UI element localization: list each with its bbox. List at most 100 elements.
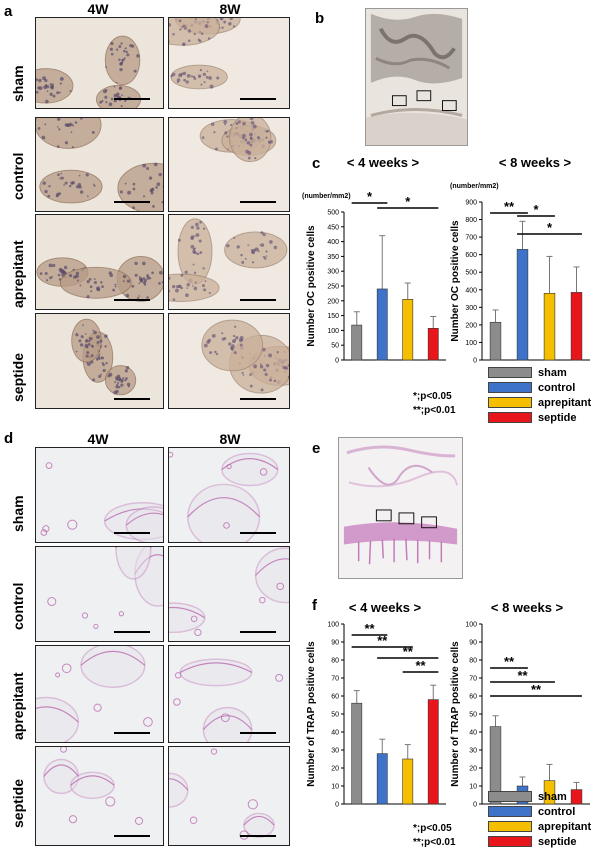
legend-item-sham-f: sham xyxy=(488,789,591,804)
micrograph-d-8w-sham xyxy=(168,447,290,543)
significance-mark: ** xyxy=(415,658,426,673)
significance-mark: * xyxy=(533,202,539,217)
row-label-sham-a: sham xyxy=(10,65,26,102)
sig-p05-c: *;p<0.05 xyxy=(413,391,452,402)
y-tick-label: 100 xyxy=(465,340,477,347)
micrograph-d-8w-control xyxy=(168,546,290,642)
y-tick-label: 80 xyxy=(331,658,339,665)
scale-bar xyxy=(114,532,150,534)
scale-bar xyxy=(240,835,276,837)
y-tick-label: 60 xyxy=(331,694,339,701)
chart-c1-title: < 4 weeks > xyxy=(346,155,420,170)
scale-bar xyxy=(240,299,276,301)
legend-item-septide-f: septide xyxy=(488,834,591,849)
row-label-control-d: control xyxy=(10,582,26,630)
bar-aprepitant xyxy=(402,758,414,805)
chart-c2: (number/mm2) Number OC positive cells 0 100… xyxy=(450,183,590,365)
micrograph-a-8w-septide xyxy=(168,313,290,409)
y-tick-label: 20 xyxy=(469,766,477,773)
bar-sham xyxy=(489,321,502,361)
micrograph-a-4w-sham xyxy=(35,17,164,109)
chart-f2-title: < 8 weeks > xyxy=(490,600,564,615)
bar-aprepitant xyxy=(543,292,556,361)
bar-sham xyxy=(489,726,502,805)
y-tick-label: 40 xyxy=(469,730,477,737)
bar-control xyxy=(516,249,529,361)
y-tick-label: 30 xyxy=(469,748,477,755)
significance-mark: ** xyxy=(377,633,388,648)
significance-note-c: *;p<0.05 **;p<0.01 xyxy=(413,390,456,418)
micrograph-d-4w-sham xyxy=(35,447,164,543)
y-tick-label: 200 xyxy=(327,298,339,305)
significance-mark: * xyxy=(405,194,411,209)
column-label-4w: 4W xyxy=(87,1,109,17)
chart-c1: (number/mm2) Number OC positive cells 0 50 1… xyxy=(302,189,446,365)
y-tick-label: 90 xyxy=(331,640,339,647)
bar-aprepitant xyxy=(543,780,556,805)
bar-control xyxy=(376,288,388,361)
y-tick-label: 70 xyxy=(331,676,339,683)
scale-bar xyxy=(240,631,276,633)
scale-bar xyxy=(114,98,150,100)
y-tick-label: 20 xyxy=(331,766,339,773)
legend-item-control-f: control xyxy=(488,804,591,819)
y-axis-label: Number of TRAP positive cells xyxy=(450,641,461,787)
panel-label-b: b xyxy=(315,10,325,27)
overview-image-b xyxy=(365,8,468,146)
y-tick-label: 0 xyxy=(335,358,339,365)
y-tick-label: 900 xyxy=(465,200,477,207)
micrograph-a-4w-control xyxy=(35,117,164,212)
y-tick-label: 300 xyxy=(465,305,477,312)
y-tick-label: 60 xyxy=(469,694,477,701)
y-tick-label: 70 xyxy=(469,676,477,683)
y-tick-label: 100 xyxy=(327,328,339,335)
legend-item-septide-c: septide xyxy=(488,410,591,425)
chart-c2-title: < 8 weeks > xyxy=(498,155,572,170)
column-label-4w-d: 4W xyxy=(87,431,109,447)
y-tick-label: 250 xyxy=(327,284,339,291)
micrograph-a-8w-control xyxy=(168,117,290,212)
panel-label-e: e xyxy=(312,440,321,457)
chart-f1-title: < 4 weeks > xyxy=(348,600,422,615)
micrograph-d-4w-control xyxy=(35,546,164,642)
bar-septide xyxy=(570,292,583,361)
chart-f1: Number of TRAP positive cells 0 10 20 30 40 50… xyxy=(306,621,446,809)
y-tick-label: 50 xyxy=(331,712,339,719)
micrograph-a-4w-septide xyxy=(35,313,164,409)
row-label-sham-d: sham xyxy=(10,495,26,532)
column-label-8w-d: 8W xyxy=(219,431,241,447)
sig-p05-f: *;p<0.05 xyxy=(413,823,452,834)
y-tick-label: 200 xyxy=(465,322,477,329)
significance-mark: ** xyxy=(531,682,542,697)
row-label-aprepitant-a: aprepitant xyxy=(10,240,26,308)
y-tick-label: 100 xyxy=(465,622,477,629)
significance-mark: ** xyxy=(504,199,515,214)
y-tick-label: 50 xyxy=(331,343,339,350)
y-tick-label: 50 xyxy=(469,712,477,719)
y-tick-label: 10 xyxy=(331,784,339,791)
bar-septide xyxy=(570,789,583,805)
micrograph-d-8w-aprepitant xyxy=(168,645,290,743)
y-tick-label: 100 xyxy=(327,622,339,629)
row-label-septide-d: septide xyxy=(10,778,26,828)
y-tick-label: 90 xyxy=(469,640,477,647)
significance-mark: ** xyxy=(403,644,414,659)
micrograph-d-4w-septide xyxy=(35,746,164,846)
scale-bar xyxy=(114,398,150,400)
bar-septide xyxy=(427,328,439,361)
y-tick-label: 10 xyxy=(469,784,477,791)
panel-label-c: c xyxy=(312,155,321,172)
y-tick-label: 0 xyxy=(473,802,477,809)
micrograph-d-4w-aprepitant xyxy=(35,645,164,743)
y-tick-label: 0 xyxy=(473,358,477,365)
significance-mark: ** xyxy=(517,668,528,683)
y-axis-label: Number of TRAP positive cells xyxy=(306,641,317,787)
y-tick-label: 400 xyxy=(327,239,339,246)
scale-bar xyxy=(240,732,276,734)
y-tick-label: 500 xyxy=(327,210,339,217)
legend-item-aprepitant-c: aprepitant xyxy=(488,395,591,410)
y-tick-label: 400 xyxy=(465,287,477,294)
y-tick-label: 300 xyxy=(327,269,339,276)
bar-septide xyxy=(427,699,439,805)
y-tick-label: 80 xyxy=(469,658,477,665)
